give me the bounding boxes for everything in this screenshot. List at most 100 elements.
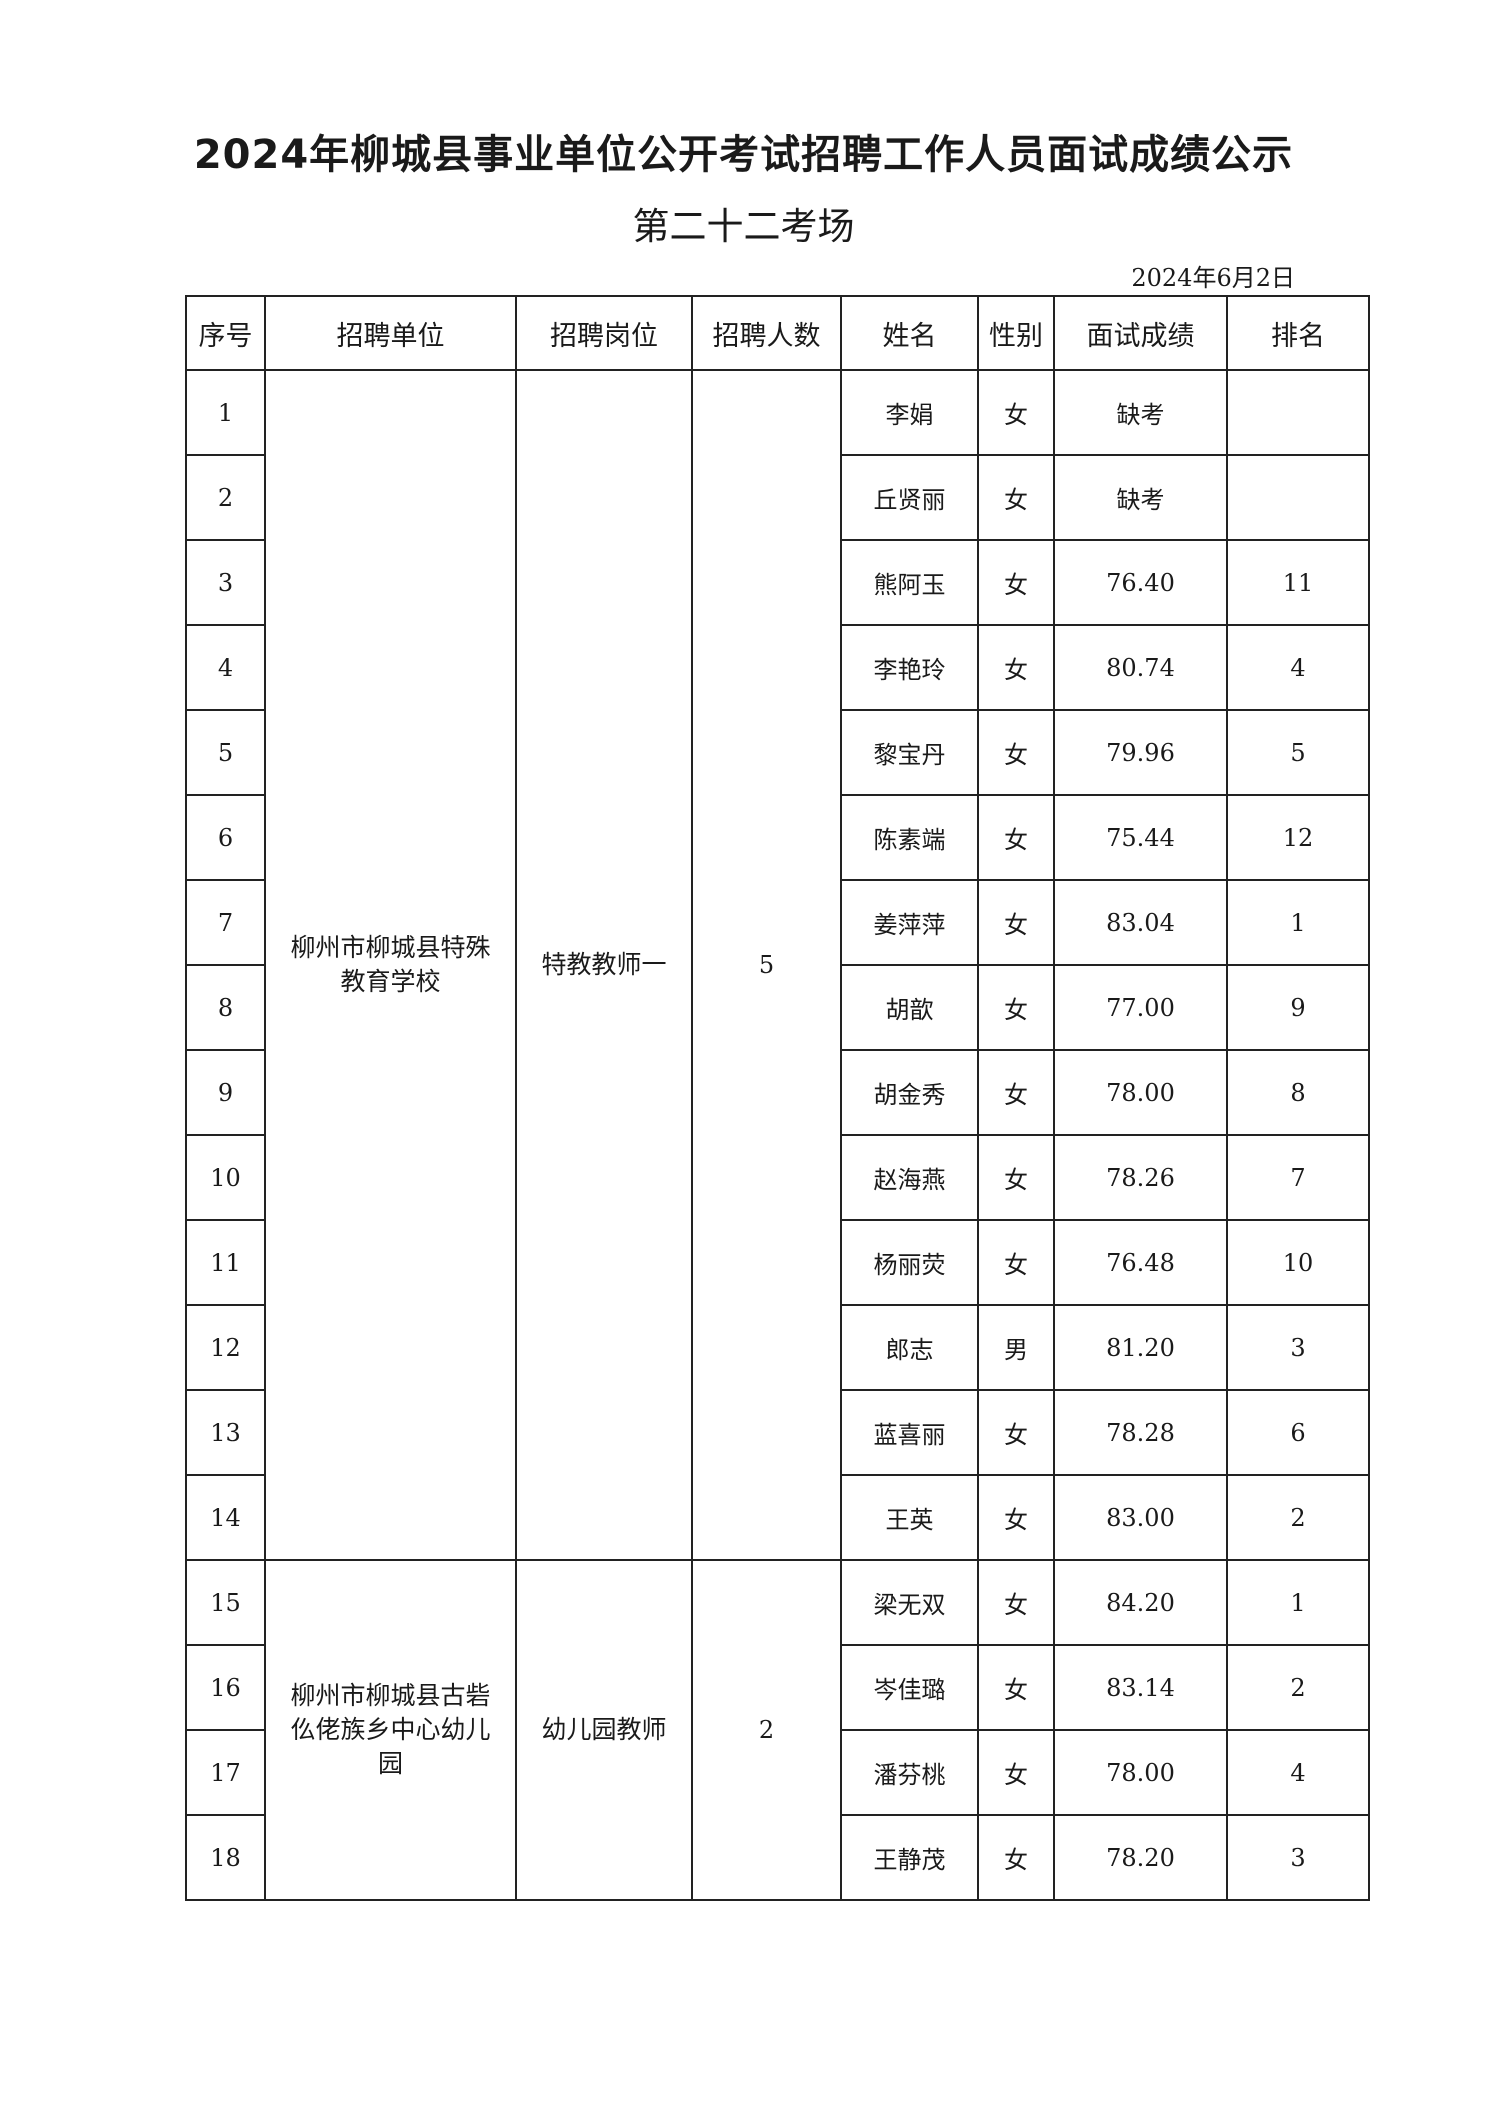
table-row: 5 黎宝丹女 79.96 5: [185, 709, 1370, 796]
interview-score: 84.20: [1053, 1559, 1228, 1646]
table-row: 4 李艳玲女 80.74 4: [185, 624, 1370, 711]
recruiting-count: 5: [691, 369, 842, 1561]
candidate-rank: 2: [1226, 1474, 1370, 1561]
candidate-rank: 6: [1226, 1389, 1370, 1476]
recruiting-unit: 柳州市柳城县古砦仫佬族乡中心幼儿园: [264, 1559, 517, 1901]
candidate-name: 陈素端: [840, 794, 979, 881]
row-no: 13: [185, 1389, 266, 1476]
row-no: 8: [185, 964, 266, 1051]
candidate-gender: 女: [977, 1474, 1055, 1561]
header-no: 序号: [185, 295, 266, 371]
candidate-name: 丘贤丽: [840, 454, 979, 541]
candidate-rank: 8: [1226, 1049, 1370, 1136]
header-gender: 性别: [977, 295, 1055, 371]
candidate-gender: 女: [977, 964, 1055, 1051]
candidate-rank: 3: [1226, 1304, 1370, 1391]
candidate-gender: 女: [977, 1219, 1055, 1306]
candidate-rank: 11: [1226, 539, 1370, 626]
candidate-name: 李娟: [840, 369, 979, 456]
interview-score: 79.96: [1053, 709, 1228, 796]
candidate-name: 梁无双: [840, 1559, 979, 1646]
table-row: 15 柳州市柳城县古砦仫佬族乡中心幼儿园 幼儿园教师 2 梁无双女 84.20 1: [185, 1559, 1370, 1901]
publish-date: 2024年6月2日: [1131, 264, 1295, 292]
candidate-name: 赵海燕: [840, 1134, 979, 1221]
row-no: 5: [185, 709, 266, 796]
row-no: 2: [185, 454, 266, 541]
row-no: 16: [185, 1644, 266, 1731]
candidate-gender: 男: [977, 1304, 1055, 1391]
candidate-rank: 7: [1226, 1134, 1370, 1221]
candidate-name: 姜萍萍: [840, 879, 979, 966]
candidate-name: 黎宝丹: [840, 709, 979, 796]
row-no: 12: [185, 1304, 266, 1391]
candidate-gender: 女: [977, 709, 1055, 796]
candidate-gender: 女: [977, 454, 1055, 541]
candidate-gender: 女: [977, 624, 1055, 711]
header-name: 姓名: [840, 295, 979, 371]
candidate-gender: 女: [977, 1049, 1055, 1136]
row-no: 14: [185, 1474, 266, 1561]
interview-score: 81.20: [1053, 1304, 1228, 1391]
candidate-name: 蓝喜丽: [840, 1389, 979, 1476]
table-row: 12 郎志男 81.20 3: [185, 1304, 1370, 1391]
candidate-name: 潘芬桃: [840, 1729, 979, 1816]
table-row: 2 丘贤丽女缺考: [185, 454, 1370, 541]
candidate-name: 李艳玲: [840, 624, 979, 711]
table-header-row: 序号 招聘单位 招聘岗位 招聘人数 姓名 性别 面试成绩 排名: [185, 295, 1370, 371]
table-row: 1 柳州市柳城县特殊教育学校 特教教师一 5 李娟女缺考: [185, 369, 1370, 1561]
table-row: 18 王静茂女 78.20 3: [185, 1814, 1370, 1901]
candidate-rank: 4: [1226, 1729, 1370, 1816]
document-title: 2024年柳城县事业单位公开考试招聘工作人员面试成绩公示: [193, 132, 1294, 178]
interview-score: 83.00: [1053, 1474, 1228, 1561]
row-no: 17: [185, 1729, 266, 1816]
candidate-name: 郎志: [840, 1304, 979, 1391]
candidate-gender: 女: [977, 539, 1055, 626]
row-no: 10: [185, 1134, 266, 1221]
candidate-rank: 9: [1226, 964, 1370, 1051]
interview-score: 78.28: [1053, 1389, 1228, 1476]
interview-score: 78.20: [1053, 1814, 1228, 1901]
interview-score: 83.14: [1053, 1644, 1228, 1731]
row-no: 6: [185, 794, 266, 881]
row-no: 18: [185, 1814, 266, 1901]
table-row: 7 姜萍萍女 83.04 1: [185, 879, 1370, 966]
candidate-rank: 1: [1226, 1559, 1370, 1646]
table-row: 8 胡歆女 77.00 9: [185, 964, 1370, 1051]
header-unit: 招聘单位: [264, 295, 517, 371]
header-rank: 排名: [1226, 295, 1370, 371]
candidate-rank: 3: [1226, 1814, 1370, 1901]
table-row: 11 杨丽荧女 76.48 10: [185, 1219, 1370, 1306]
candidate-rank: 10: [1226, 1219, 1370, 1306]
row-no: 11: [185, 1219, 266, 1306]
interview-score: 78.26: [1053, 1134, 1228, 1221]
table-row: 16 岑佳璐女 83.14 2: [185, 1644, 1370, 1731]
candidate-gender: 女: [977, 794, 1055, 881]
candidate-gender: 女: [977, 1814, 1055, 1901]
row-no: 4: [185, 624, 266, 711]
candidate-rank: 12: [1226, 794, 1370, 881]
recruiting-position: 特教教师一: [515, 369, 693, 1561]
row-no: 9: [185, 1049, 266, 1136]
candidate-gender: 女: [977, 1389, 1055, 1476]
candidate-gender: 女: [977, 1559, 1055, 1646]
candidate-name: 岑佳璐: [840, 1644, 979, 1731]
candidate-rank: 5: [1226, 709, 1370, 796]
candidate-name: 杨丽荧: [840, 1219, 979, 1306]
candidate-name: 王静茂: [840, 1814, 979, 1901]
candidate-gender: 女: [977, 1644, 1055, 1731]
table-row: 6 陈素端女 75.44 12: [185, 794, 1370, 881]
table-row: 9 胡金秀女 78.00 8: [185, 1049, 1370, 1136]
candidate-rank: 2: [1226, 1644, 1370, 1731]
table-row: 14 王英女 83.00 2: [185, 1474, 1370, 1561]
candidate-name: 熊阿玉: [840, 539, 979, 626]
interview-score: 80.74: [1053, 624, 1228, 711]
interview-score: 76.40: [1053, 539, 1228, 626]
table-row: 17 潘芬桃女 78.00 4: [185, 1729, 1370, 1816]
interview-score: 缺考: [1053, 369, 1228, 456]
candidate-rank: 1: [1226, 879, 1370, 966]
table-row: 10 赵海燕女 78.26 7: [185, 1134, 1370, 1221]
candidate-rank: [1226, 454, 1370, 541]
interview-score: 缺考: [1053, 454, 1228, 541]
interview-score-table: 序号 招聘单位 招聘岗位 招聘人数 姓名 性别 面试成绩 排名 1 柳州市柳城县特…: [185, 295, 1370, 1901]
candidate-gender: 女: [977, 1729, 1055, 1816]
